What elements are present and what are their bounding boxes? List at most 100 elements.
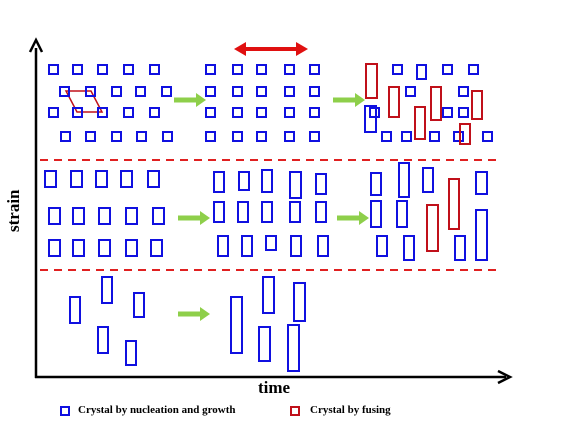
crystal-nucleation <box>396 200 408 228</box>
transition-arrow-icon <box>178 211 210 225</box>
crystal-nucleation <box>48 207 61 225</box>
crystal-nucleation <box>44 170 57 188</box>
crystal-nucleation <box>123 107 134 118</box>
crystal-nucleation <box>136 131 147 142</box>
crystal-nucleation <box>95 170 108 188</box>
crystal-nucleation <box>315 173 327 195</box>
crystal-nucleation <box>284 86 295 97</box>
crystal-nucleation <box>261 169 273 193</box>
crystal-nucleation <box>458 86 469 97</box>
crystal-nucleation <box>370 200 382 228</box>
y-axis-arrowhead <box>28 37 44 53</box>
y-axis-label: strain <box>4 189 23 233</box>
legend-swatch-fusing <box>290 406 300 416</box>
crystal-nucleation <box>232 64 243 75</box>
crystal-nucleation <box>85 86 96 97</box>
crystal-nucleation <box>217 235 229 257</box>
crystal-nucleation <box>111 131 122 142</box>
crystal-nucleation <box>403 235 415 261</box>
crystal-nucleation <box>262 276 275 314</box>
crystal-nucleation <box>315 201 327 223</box>
crystal-nucleation <box>453 131 464 142</box>
crystal-nucleation <box>230 296 243 354</box>
crystal-nucleation <box>284 107 295 118</box>
crystal-fusing <box>365 63 378 99</box>
crystal-nucleation <box>205 107 216 118</box>
crystal-nucleation <box>416 64 427 80</box>
crystal-nucleation <box>442 107 453 118</box>
crystal-nucleation <box>48 64 59 75</box>
crystal-nucleation <box>98 207 111 225</box>
x-axis-label: time <box>258 378 291 397</box>
crystal-nucleation <box>97 64 108 75</box>
crystal-nucleation <box>475 209 488 261</box>
crystal-fusing <box>448 178 460 230</box>
crystal-nucleation <box>256 131 267 142</box>
crystal-nucleation <box>422 167 434 193</box>
crystal-nucleation <box>482 131 493 142</box>
crystal-nucleation <box>72 207 85 225</box>
crystal-nucleation <box>284 131 295 142</box>
crystal-nucleation <box>376 235 388 257</box>
crystal-nucleation <box>48 107 59 118</box>
crystal-nucleation <box>265 235 277 251</box>
crystal-nucleation <box>232 107 243 118</box>
crystal-nucleation <box>72 239 85 257</box>
crystal-fusing <box>459 123 471 145</box>
crystal-nucleation <box>309 131 320 142</box>
crystal-nucleation <box>120 170 133 188</box>
crystal-nucleation <box>111 86 122 97</box>
crystal-nucleation <box>256 64 267 75</box>
crystal-nucleation <box>70 170 83 188</box>
crystal-nucleation <box>369 107 380 118</box>
crystal-fusing <box>430 86 442 121</box>
crystal-nucleation <box>149 64 160 75</box>
crystal-nucleation <box>123 64 134 75</box>
crystal-nucleation <box>258 326 271 362</box>
crystal-nucleation <box>261 201 273 223</box>
crystal-nucleation <box>284 64 295 75</box>
double-arrow-icon <box>234 42 308 56</box>
transition-arrow-icon <box>178 307 210 321</box>
crystal-nucleation <box>256 86 267 97</box>
crystal-nucleation <box>381 131 392 142</box>
crystal-nucleation <box>147 170 160 188</box>
crystal-nucleation <box>401 131 412 142</box>
crystal-nucleation <box>150 239 163 257</box>
crystal-nucleation <box>48 239 61 257</box>
crystal-nucleation <box>289 201 301 223</box>
crystal-nucleation <box>293 282 306 322</box>
crystal-nucleation <box>162 131 173 142</box>
crystal-nucleation <box>97 326 109 354</box>
crystal-fusing <box>471 90 483 120</box>
crystal-nucleation <box>398 162 410 198</box>
crystal-nucleation <box>442 64 453 75</box>
crystal-nucleation <box>125 207 138 225</box>
crystal-nucleation <box>454 235 466 261</box>
crystal-nucleation <box>152 207 165 225</box>
crystal-nucleation <box>101 276 113 304</box>
crystal-nucleation <box>125 340 137 366</box>
legend-label-fusing: Crystal by fusing <box>310 404 391 416</box>
crystal-nucleation <box>241 235 253 257</box>
crystal-nucleation <box>364 105 377 133</box>
crystal-nucleation <box>133 292 145 318</box>
crystal-nucleation <box>213 201 225 223</box>
crystal-fusing <box>388 86 400 118</box>
crystal-fusing <box>426 204 439 252</box>
crystal-nucleation <box>161 86 172 97</box>
crystal-nucleation <box>309 86 320 97</box>
crystal-nucleation <box>205 86 216 97</box>
crystal-nucleation <box>429 131 440 142</box>
crystal-nucleation <box>317 235 329 257</box>
crystal-nucleation <box>85 131 96 142</box>
crystal-nucleation <box>287 324 300 372</box>
crystal-nucleation <box>205 131 216 142</box>
crystal-nucleation <box>232 86 243 97</box>
crystal-nucleation <box>309 107 320 118</box>
crystal-nucleation <box>72 107 83 118</box>
crystal-nucleation <box>72 64 83 75</box>
transition-arrow-icon <box>174 93 206 107</box>
fusing-parallelogram <box>64 90 104 113</box>
